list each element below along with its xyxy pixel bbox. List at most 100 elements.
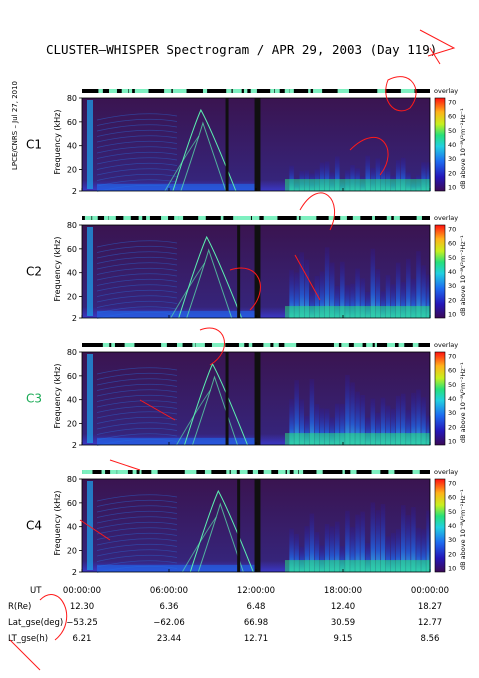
orbit-value: −53.25 [66, 618, 97, 628]
orbit-table: UT 00:00:00 06:00:00 12:00:00 18:00:00 00:00:… [8, 586, 449, 644]
orbit-row-label: R(Re) [8, 602, 31, 612]
wave-column [324, 408, 330, 445]
wave-column [360, 395, 365, 445]
colorbar-tick: 70 [448, 480, 456, 488]
wave-column [426, 510, 431, 572]
y-tick-label: 60 [67, 499, 77, 508]
y-tick-label: 2 [72, 441, 77, 450]
harmonic-line [96, 416, 178, 424]
orbit-value: 66.98 [244, 618, 268, 628]
figure-title: CLUSTER–WHISPER Spectrogram / APR 29, 20… [46, 42, 437, 57]
wave-column [309, 290, 315, 318]
colorbar-tick: 50 [448, 127, 456, 135]
y-tick-label: 2 [72, 314, 77, 323]
wave-column [355, 391, 360, 445]
green-low-band [285, 433, 430, 445]
wave-column [319, 545, 325, 572]
orbit-row-label: UT [30, 586, 42, 596]
wave-column [294, 380, 299, 445]
harmonic-line [96, 400, 178, 408]
wave-column [309, 378, 315, 445]
y-tick-label: 60 [67, 118, 77, 127]
orbit-value: 00:00:00 [63, 586, 101, 596]
colorbar-tick: 70 [448, 99, 456, 107]
colorbar-tick: 50 [448, 381, 456, 389]
red-scribble-top [419, 29, 456, 65]
harmonic-line [96, 394, 178, 402]
colorbar-tick: 20 [448, 550, 456, 558]
orbit-value: 12.30 [70, 602, 94, 612]
wave-column [304, 526, 310, 572]
wave-column [395, 395, 401, 445]
wave-column [375, 510, 381, 572]
data-gap [254, 352, 258, 445]
orbit-value: 12:00:00 [237, 586, 275, 596]
colorbar-tick: 30 [448, 155, 456, 163]
wave-column [345, 374, 350, 445]
colorbar [434, 351, 446, 446]
colorbar-tick: 40 [448, 268, 456, 276]
orbit-value: 6.48 [247, 602, 266, 612]
colorbar-tick: 10 [448, 565, 456, 573]
wave-column [365, 155, 370, 191]
data-gap [225, 98, 229, 191]
orbit-row-label: LT_gse(h) [8, 634, 48, 644]
y-tick-label: 40 [67, 269, 77, 278]
data-gap [254, 225, 258, 318]
wave-column [375, 412, 381, 445]
early-streak [87, 481, 93, 570]
wave-column [370, 502, 376, 572]
orbit-value: −62.06 [153, 618, 184, 628]
wave-column [395, 160, 401, 191]
colorbar-tick: 60 [448, 240, 456, 248]
harmonic-line [96, 140, 178, 148]
colorbar-tick: 40 [448, 141, 456, 149]
harmonic-line [96, 295, 178, 303]
status-label: overlay [434, 214, 458, 222]
wave-column [299, 546, 304, 572]
wave-column [340, 261, 345, 318]
orbit-value: 12.40 [331, 602, 355, 612]
harmonic-line [96, 554, 178, 562]
panel-name: C4 [26, 519, 42, 533]
data-gap [254, 479, 258, 572]
colorbar-label: dB above 10⁻⁸V²m⁻²Hz⁻¹ [459, 362, 467, 443]
harmonic-line [96, 499, 178, 507]
wave-column [289, 399, 294, 445]
harmonic-line [96, 240, 178, 248]
wave-column [319, 271, 325, 318]
colorbar-tick: 30 [448, 282, 456, 290]
data-gap [257, 479, 261, 572]
orbit-value: 6.36 [160, 602, 179, 612]
harmonic-line [96, 113, 178, 121]
wave-column [406, 258, 411, 318]
wave-column [385, 536, 391, 572]
y-tick-label: 80 [67, 348, 77, 357]
wave-column [390, 408, 396, 445]
green-low-band [285, 560, 430, 572]
data-gap [257, 98, 261, 191]
colorbar-tick: 70 [448, 353, 456, 361]
wave-column [350, 382, 355, 445]
wave-column [329, 526, 335, 572]
colorbar [434, 224, 446, 319]
wave-column [335, 285, 340, 318]
harmonic-line [96, 505, 178, 513]
colorbar-tick: 20 [448, 296, 456, 304]
wave-column [335, 403, 340, 445]
orbit-value: 12.77 [418, 618, 442, 628]
harmonic-line [96, 135, 178, 143]
wave-column [360, 278, 365, 318]
harmonic-line [96, 422, 178, 430]
colorbar [434, 478, 446, 573]
orbit-value: 18:00:00 [324, 586, 362, 596]
status-label: overlay [434, 468, 458, 476]
red-scribble-lines [9, 192, 335, 671]
wave-column [401, 282, 406, 318]
colorbar-label: dB above 10⁻⁸V²m⁻²Hz⁻¹ [459, 489, 467, 570]
harmonic-line [96, 549, 178, 557]
panel-c4: overlay 2 20 40 60 80 Frequency (kHz) C4 10 20 30 4… [26, 468, 467, 577]
early-streak [87, 100, 93, 189]
wave-column [421, 397, 426, 445]
wave-column [421, 265, 426, 318]
